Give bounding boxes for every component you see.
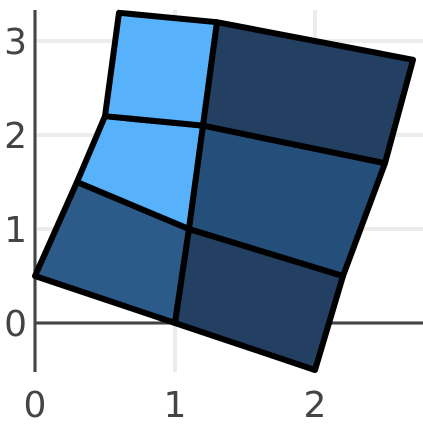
y-tick-label-2: 2 — [4, 116, 27, 157]
x-tick-label-0: 0 — [24, 385, 47, 423]
x-tick-label-1: 1 — [164, 385, 187, 423]
mesh-cell-r2-c1 — [200, 19, 416, 167]
y-tick-label-1: 1 — [4, 210, 27, 251]
mesh-cells — [32, 9, 416, 373]
tick-labels: 0 1 2 0 1 2 3 — [4, 22, 327, 426]
x-tick-label-2: 2 — [304, 385, 327, 423]
y-tick-label-0: 0 — [4, 304, 27, 345]
y-tick-label-3: 3 — [4, 22, 27, 63]
mesh-cell-r2-c0 — [102, 9, 220, 129]
